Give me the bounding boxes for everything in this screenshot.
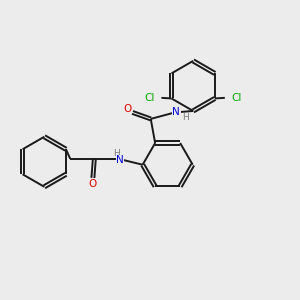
Text: O: O: [89, 179, 97, 189]
Text: H: H: [182, 113, 189, 122]
Text: H: H: [113, 149, 119, 158]
Text: Cl: Cl: [145, 93, 155, 103]
Text: Cl: Cl: [231, 93, 242, 103]
Text: O: O: [123, 104, 131, 114]
Text: N: N: [172, 106, 180, 116]
Text: N: N: [116, 155, 124, 165]
